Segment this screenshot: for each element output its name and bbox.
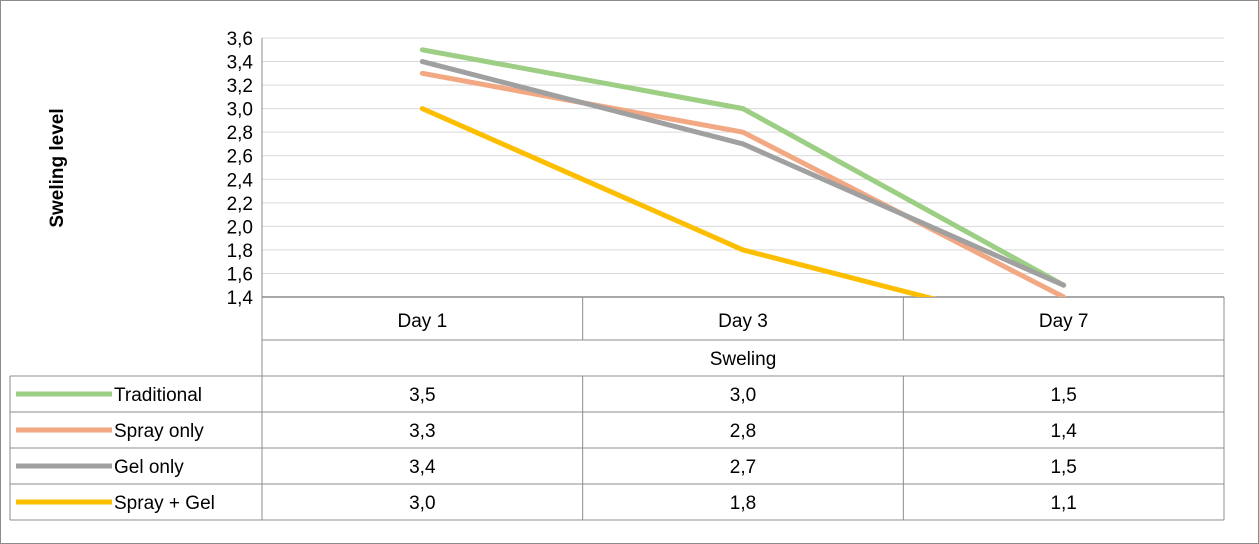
data-label: 1,5	[1050, 457, 1076, 478]
y-tick-label: 3,2	[227, 76, 253, 97]
legend-label: Spray + Gel	[114, 493, 215, 514]
y-tick-label: 2,2	[227, 194, 253, 215]
x-tick-label: Day 1	[398, 311, 448, 332]
y-tick-label: 2,8	[227, 123, 253, 144]
y-tick-label: 1,8	[227, 241, 253, 262]
y-axis-title: Sweling level	[47, 108, 68, 227]
data-label: 3,5	[409, 385, 435, 406]
legend-label: Traditional	[114, 385, 202, 406]
legend-label: Spray only	[114, 421, 204, 442]
data-label: 3,3	[409, 421, 435, 442]
data-label: 3,0	[730, 385, 756, 406]
y-tick-label: 3,4	[227, 53, 254, 74]
data-label: 1,4	[1050, 421, 1077, 442]
data-label: 1,8	[730, 493, 756, 514]
data-table	[9, 296, 1225, 521]
y-tick-label: 3,6	[227, 29, 253, 50]
data-label: 3,0	[409, 493, 435, 514]
x-tick-label: Day 7	[1039, 311, 1089, 332]
y-tick-label: 2,0	[227, 217, 253, 238]
data-label: 1,5	[1050, 385, 1076, 406]
data-label: 2,7	[730, 457, 756, 478]
data-label: 3,4	[409, 457, 436, 478]
label-layer: Sweling level Sweling 1,41,61,82,02,22,4…	[47, 29, 1088, 514]
series-layer	[419, 47, 1067, 297]
data-label: 1,1	[1050, 493, 1076, 514]
x-tick-label: Day 3	[718, 311, 768, 332]
y-tick-label: 2,4	[227, 170, 254, 191]
data-label: 2,8	[730, 421, 756, 442]
y-tick-label: 2,6	[227, 147, 253, 168]
y-tick-label: 1,4	[227, 288, 254, 309]
y-tick-label: 3,0	[227, 100, 253, 121]
legend-label: Gel only	[114, 457, 184, 478]
x-axis-title: Sweling	[710, 349, 777, 370]
y-tick-label: 1,6	[227, 264, 253, 285]
